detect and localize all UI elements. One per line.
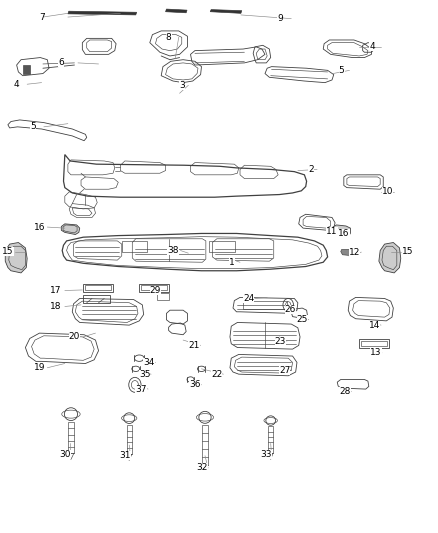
Polygon shape (5, 243, 27, 273)
Text: 31: 31 (119, 451, 131, 460)
Polygon shape (68, 11, 137, 15)
Text: 16: 16 (338, 230, 350, 238)
Bar (141, 285, 167, 290)
Bar (157, 293, 169, 300)
Bar (139, 284, 169, 292)
Polygon shape (166, 9, 187, 13)
Text: 14: 14 (369, 321, 380, 329)
Bar (202, 425, 208, 465)
Polygon shape (23, 65, 30, 74)
Bar (243, 301, 287, 309)
Bar (83, 284, 113, 292)
Text: 34: 34 (143, 358, 155, 367)
Bar (359, 339, 389, 348)
Text: 5: 5 (339, 66, 345, 75)
Bar (209, 241, 235, 252)
Text: 17: 17 (50, 286, 62, 295)
Text: 18: 18 (50, 302, 62, 311)
Text: 32: 32 (197, 464, 208, 472)
Text: 38: 38 (167, 246, 179, 255)
Text: 22: 22 (211, 370, 223, 378)
Text: 25: 25 (297, 316, 308, 324)
Text: 30: 30 (59, 450, 71, 459)
Text: 2: 2 (308, 165, 314, 174)
Text: 4: 4 (370, 43, 375, 51)
Text: 3: 3 (179, 81, 185, 90)
Bar (268, 426, 273, 453)
Text: 16: 16 (34, 223, 45, 231)
Bar (127, 425, 132, 454)
Text: 29: 29 (150, 286, 161, 295)
Text: 35: 35 (139, 370, 150, 378)
Text: 23: 23 (275, 337, 286, 345)
Text: 15: 15 (2, 247, 14, 256)
Text: 26: 26 (285, 305, 296, 313)
Bar (122, 241, 147, 252)
Text: 9: 9 (277, 14, 283, 23)
Text: 11: 11 (326, 228, 338, 236)
Text: 13: 13 (370, 349, 381, 357)
Bar (68, 422, 74, 453)
Polygon shape (61, 224, 80, 235)
Text: 7: 7 (39, 13, 45, 21)
Bar (83, 295, 110, 303)
Text: 1: 1 (229, 258, 235, 266)
Polygon shape (379, 243, 401, 273)
Text: 28: 28 (339, 387, 351, 396)
Text: 5: 5 (30, 123, 36, 131)
Text: 10: 10 (382, 188, 393, 196)
Text: 33: 33 (261, 450, 272, 459)
Bar (361, 341, 387, 346)
Text: 15: 15 (402, 247, 413, 256)
Bar (85, 285, 111, 290)
Text: 27: 27 (279, 366, 290, 375)
Text: 12: 12 (349, 248, 360, 256)
Polygon shape (333, 225, 350, 236)
Text: 4: 4 (14, 80, 19, 88)
Text: 37: 37 (135, 385, 147, 393)
Text: 20: 20 (69, 333, 80, 341)
Text: 24: 24 (243, 294, 254, 303)
Text: 6: 6 (58, 59, 64, 67)
Text: 19: 19 (34, 364, 45, 372)
Polygon shape (210, 10, 242, 13)
Text: 8: 8 (166, 33, 172, 42)
Text: 36: 36 (189, 381, 201, 389)
Polygon shape (341, 249, 356, 256)
Text: 21: 21 (188, 341, 200, 350)
